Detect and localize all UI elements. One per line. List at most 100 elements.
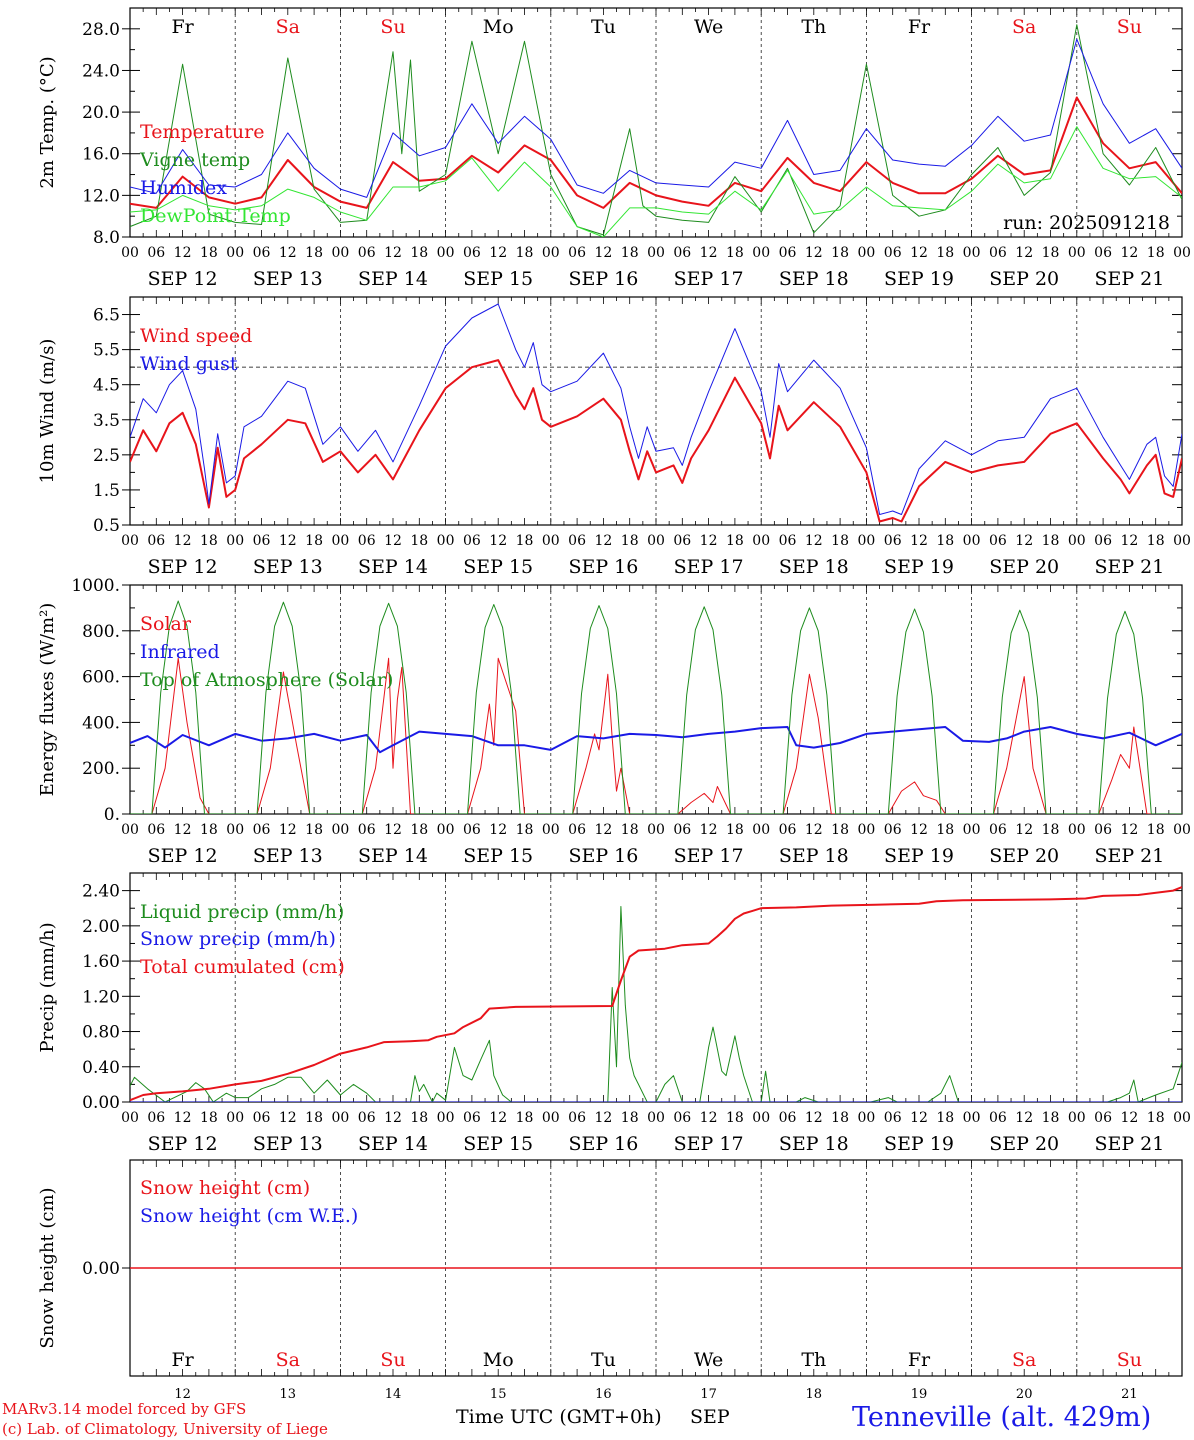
hour-label: 00 — [963, 245, 981, 261]
hour-label: 06 — [884, 245, 902, 261]
hour-label: 12 — [279, 822, 297, 838]
hour-label: 18 — [1147, 533, 1165, 549]
hour-label: 06 — [358, 1110, 376, 1126]
hour-label: 18 — [621, 1110, 639, 1126]
panel-2: 0.5 1.5 2.5 3.5 4.5 5.5 6.5 10m Wind (m/s) Wind … — [37, 296, 1191, 578]
hour-label: 06 — [358, 822, 376, 838]
hour-label: 00 — [647, 822, 665, 838]
legend-entry: Wind speed — [140, 325, 252, 347]
hour-label: 18 — [936, 1110, 954, 1126]
series-dewpoint-temp — [130, 126, 1182, 237]
date-label: SEP 18 — [779, 556, 849, 578]
hour-label: 00 — [1068, 533, 1086, 549]
hour-label: 12 — [594, 1110, 612, 1126]
hour-label: 12 — [174, 1110, 192, 1126]
y-tick-label: 28.0 — [82, 20, 120, 40]
hour-label: 18 — [621, 245, 639, 261]
model-credit: MARv3.14 model forced by GFS — [2, 1400, 247, 1418]
hour-label: 18 — [1042, 245, 1060, 261]
day-number-label: 14 — [385, 1387, 402, 1402]
hour-label: 18 — [200, 822, 218, 838]
hour-label: 12 — [1120, 533, 1138, 549]
date-label: SEP 15 — [463, 845, 533, 867]
hour-label: 18 — [410, 1110, 428, 1126]
hour-label: 00 — [1068, 822, 1086, 838]
hour-label: 18 — [726, 1110, 744, 1126]
date-label: SEP 20 — [989, 845, 1059, 867]
hour-label: 12 — [489, 533, 507, 549]
hour-label: 06 — [463, 822, 481, 838]
hour-label: 00 — [121, 1110, 139, 1126]
date-label: SEP 15 — [463, 1133, 533, 1155]
hour-label: 00 — [647, 1110, 665, 1126]
date-label: SEP 12 — [148, 845, 218, 867]
date-label: SEP 17 — [674, 845, 744, 867]
hour-label: 00 — [752, 1110, 770, 1126]
hour-label: 12 — [489, 1110, 507, 1126]
day-number-label: 20 — [1016, 1387, 1033, 1402]
hour-label: 12 — [805, 822, 823, 838]
hour-label: 06 — [673, 533, 691, 549]
hour-label: 06 — [673, 822, 691, 838]
legend-entry: Vigne temp — [139, 149, 250, 171]
hour-label: 18 — [410, 245, 428, 261]
hour-label: 18 — [1147, 245, 1165, 261]
series-liquid-precip-mm-h — [130, 906, 1182, 1102]
y-tick-label: 0.80 — [82, 1023, 120, 1043]
hour-label: 06 — [147, 533, 165, 549]
y-tick-label: 1.20 — [82, 987, 120, 1007]
date-label: SEP 21 — [1094, 556, 1164, 578]
hour-label: 06 — [989, 822, 1007, 838]
hour-label: 12 — [384, 245, 402, 261]
hour-label: 00 — [963, 822, 981, 838]
hour-label: 00 — [542, 245, 560, 261]
hour-label: 12 — [910, 822, 928, 838]
day-number-label: 21 — [1121, 1387, 1138, 1402]
weekday-label: Su — [380, 16, 405, 38]
hour-label: 00 — [121, 533, 139, 549]
y-tick-label: 200. — [82, 759, 120, 779]
hour-label: 06 — [568, 533, 586, 549]
hour-label: 18 — [831, 533, 849, 549]
hour-label: 18 — [1042, 1110, 1060, 1126]
weekday-label: Fr — [171, 1349, 194, 1371]
hour-label: 06 — [989, 1110, 1007, 1126]
series-humidex — [130, 38, 1182, 198]
hour-label: 00 — [752, 245, 770, 261]
date-label: SEP 15 — [463, 556, 533, 578]
hour-label: 18 — [516, 822, 534, 838]
hour-label: 00 — [1173, 822, 1191, 838]
legend-entry: Snow height (cm) — [140, 1177, 310, 1199]
y-axis-label: Snow height (cm) — [37, 1187, 58, 1348]
hour-label: 12 — [805, 1110, 823, 1126]
hour-label: 06 — [253, 822, 271, 838]
hour-label: 12 — [384, 822, 402, 838]
y-tick-label: 2.00 — [82, 917, 120, 937]
weekday-label: Sa — [1012, 1349, 1036, 1371]
hour-label: 00 — [963, 1110, 981, 1126]
date-label: SEP 14 — [358, 268, 428, 290]
hour-label: 18 — [516, 1110, 534, 1126]
hour-label: 18 — [936, 822, 954, 838]
hour-label: 18 — [200, 1110, 218, 1126]
hour-label: 00 — [1173, 245, 1191, 261]
lab-credit: (c) Lab. of Climatology, University of L… — [2, 1420, 328, 1438]
hour-label: 06 — [1094, 245, 1112, 261]
legend-entry: Total cumulated (cm) — [140, 956, 345, 978]
weekday-label: Mo — [483, 16, 514, 38]
hour-label: 12 — [1120, 1110, 1138, 1126]
hour-label: 00 — [647, 533, 665, 549]
hour-label: 18 — [1042, 822, 1060, 838]
legend-entry: Humidex — [140, 177, 227, 199]
hour-label: 06 — [147, 822, 165, 838]
hour-label: 12 — [384, 1110, 402, 1126]
legend-entry: Infrared — [140, 641, 220, 663]
date-label: SEP 14 — [358, 1133, 428, 1155]
y-tick-label: 4.5 — [93, 376, 120, 396]
y-axis-label: Precip (mm/h) — [37, 922, 58, 1052]
y-tick-label: 1000. — [71, 576, 120, 596]
weekday-label: Sa — [1012, 16, 1036, 38]
date-label: SEP 16 — [568, 268, 638, 290]
station-name: Tenneville (alt. 429m) — [852, 1402, 1152, 1433]
date-label: SEP 13 — [253, 268, 323, 290]
